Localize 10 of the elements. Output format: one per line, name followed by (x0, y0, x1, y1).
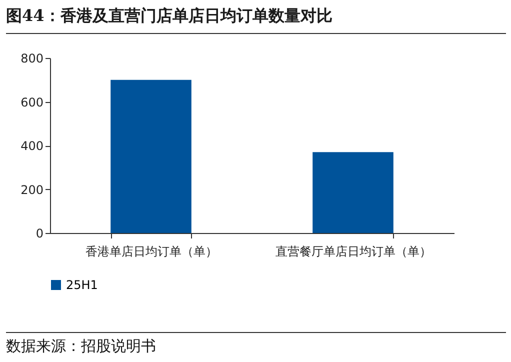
chart-title: 图44：香港及直营门店单店日均订单数量对比 (6, 6, 506, 34)
x-tick-label: 香港单店日均订单（单） (86, 244, 218, 258)
y-tick-label: 800 (20, 52, 44, 66)
y-tick-label: 0 (36, 226, 44, 240)
legend-label: 25H1 (66, 278, 98, 292)
y-tick-label: 200 (20, 182, 44, 197)
x-tick-label: 直营餐厅单店日均订单（单） (276, 244, 432, 258)
y-tick-label: 600 (20, 95, 44, 110)
source-note: 数据来源：招股说明书 (6, 332, 506, 356)
y-tick-label: 400 (20, 139, 44, 153)
